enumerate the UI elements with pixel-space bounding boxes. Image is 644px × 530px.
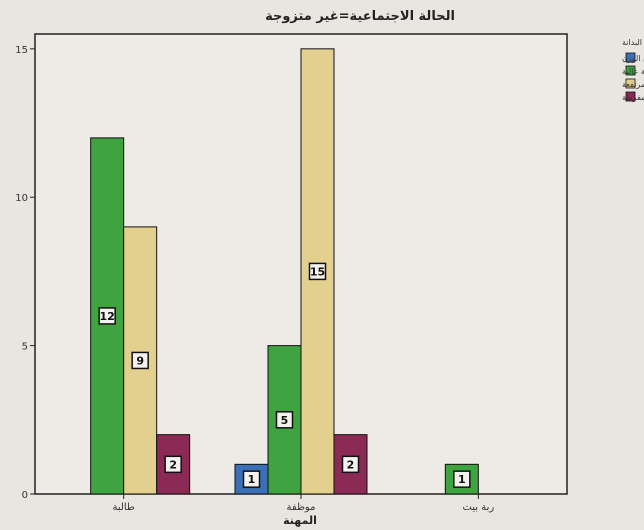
data-label: 1 (248, 473, 256, 486)
data-label: 2 (347, 458, 355, 471)
data-label: 2 (169, 458, 177, 471)
y-tick-label: 15 (15, 45, 28, 56)
y-tick-label: 0 (22, 490, 28, 501)
x-tick-label: ربة بيت (462, 502, 494, 513)
legend-entry: بدانة عالية (622, 67, 644, 76)
legend-title: البدانة (622, 38, 642, 47)
y-tick-label: 5 (22, 342, 28, 353)
x-tick-label: طالبة (112, 502, 134, 513)
data-label: 15 (310, 265, 325, 278)
legend-entry: بدانة مفرطة (622, 93, 644, 102)
x-axis-title: المهنة (283, 514, 317, 527)
y-tick-label: 10 (15, 193, 28, 204)
data-label: 9 (136, 354, 144, 367)
legend-entry: زيادة في الوزن (622, 54, 644, 63)
x-tick-label: موظفة (287, 502, 316, 513)
chart-title: الحالة الاجتماعية=غير متزوجة (265, 9, 455, 24)
data-label: 5 (281, 414, 289, 427)
data-label: 12 (100, 310, 115, 323)
legend-entry: بدانة مرتفعة (622, 80, 644, 89)
data-label: 1 (458, 473, 466, 486)
